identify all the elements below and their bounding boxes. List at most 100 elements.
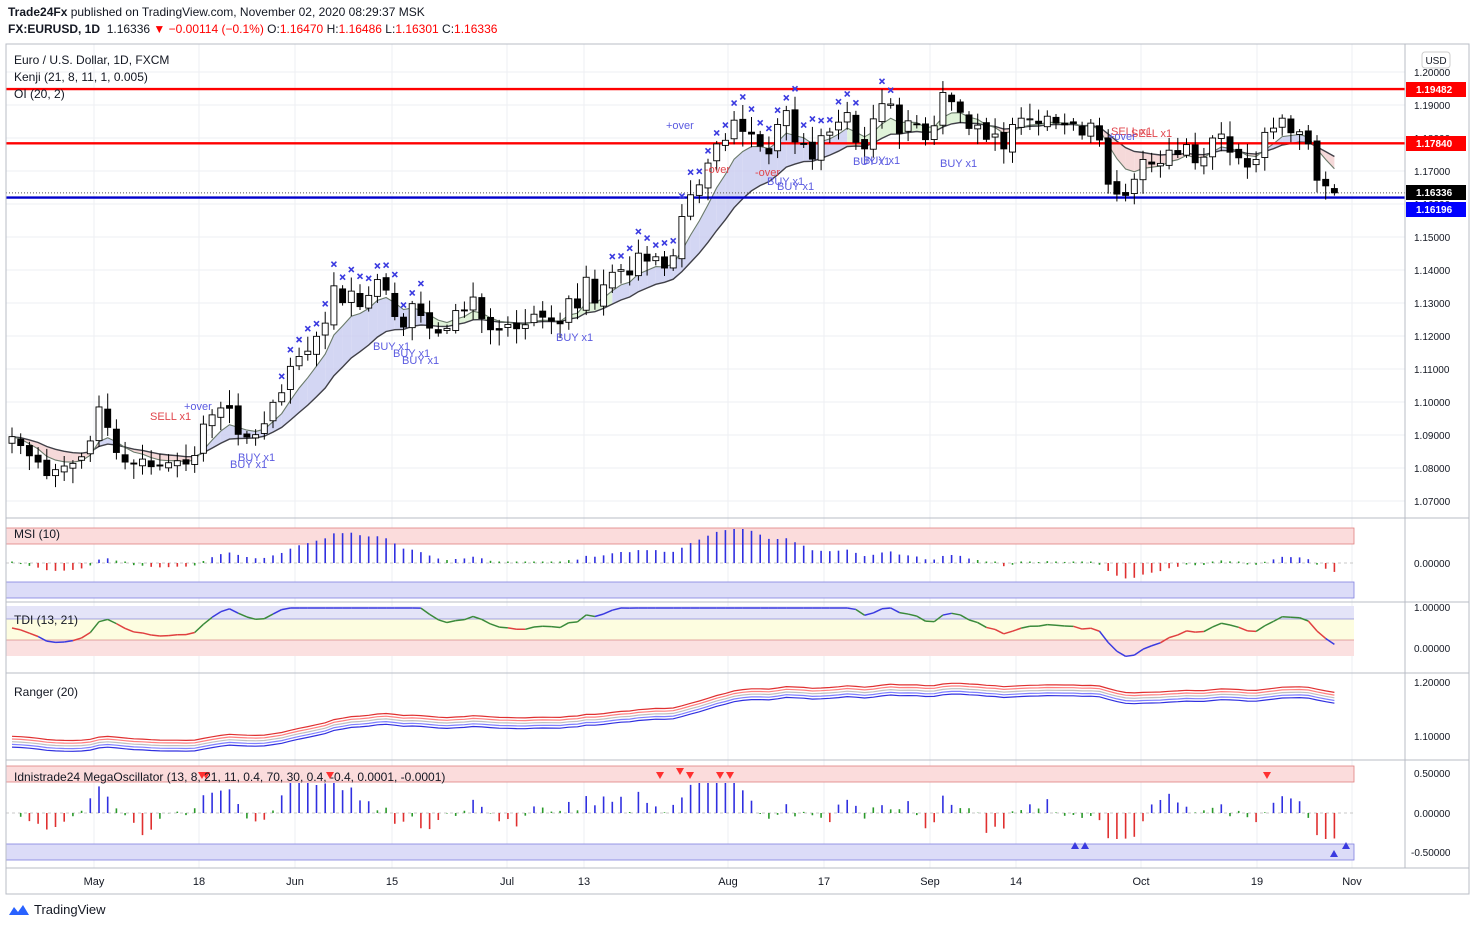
sell-signal-label: SELL x1 (1111, 126, 1152, 138)
bearish-candle (539, 310, 547, 318)
publisher-name: Trade24Fx (8, 5, 68, 19)
kenji-slow-line (11, 121, 1335, 458)
kenji-cloud-segment (1116, 141, 1126, 169)
bullish-candle (304, 350, 312, 355)
kenji-cloud-segment (342, 316, 352, 367)
tdi-line-segment (968, 619, 978, 624)
tdi-line-segment (899, 611, 909, 615)
bullish-candle (869, 118, 877, 150)
bullish-candle (199, 423, 207, 454)
bullish-candle (1217, 133, 1225, 139)
bullish-candle (826, 131, 834, 136)
tdi-line-segment (246, 616, 256, 621)
bullish-candle (1270, 127, 1277, 133)
price-tick: 1.20000 (1414, 68, 1451, 79)
price-tick: 1.15000 (1414, 233, 1451, 244)
price-pane[interactable] (6, 78, 1405, 488)
bullish-candle (373, 279, 381, 297)
buy-signal-label: BUY x1 (556, 332, 593, 344)
price-tick: 1.12000 (1414, 332, 1451, 343)
bearish-candle (391, 292, 399, 317)
bearish-candle (1235, 148, 1243, 159)
msi-title: MSI (10) (14, 527, 60, 541)
kenji-cloud-segment (621, 282, 630, 300)
tdi-line-segment (438, 619, 448, 624)
bearish-candle (34, 454, 42, 463)
bearish-candle (495, 328, 503, 331)
bullish-candle (1130, 178, 1138, 195)
overbought-marker (826, 116, 833, 123)
bullish-candle (1165, 149, 1173, 166)
x-tick: May (84, 876, 105, 888)
tdi-line-segment (1125, 654, 1135, 658)
buy-signal-label: BUY x1 (940, 158, 977, 170)
tdi-line-segment (568, 621, 578, 624)
overbought-marker (783, 94, 790, 101)
bullish-candle (704, 162, 712, 189)
tdi-line-segment (464, 615, 474, 621)
bullish-candle (530, 313, 538, 324)
bullish-candle (60, 465, 68, 473)
overbought-marker (635, 228, 642, 235)
currency-label: USD (1425, 56, 1446, 67)
overbought-marker (383, 262, 390, 269)
bearish-candle (1113, 181, 1121, 195)
tdi-line-segment (951, 612, 961, 616)
price-tick: 1.07000 (1414, 497, 1451, 508)
bearish-candle (765, 148, 773, 155)
tdi-line-segment (855, 608, 866, 616)
tdi-line-segment (446, 619, 456, 624)
bullish-candle (669, 255, 677, 269)
kenji-cloud-segment (629, 273, 639, 297)
tdi-line-segment (1273, 616, 1283, 623)
tdi-line-segment (1307, 620, 1318, 632)
overbought-marker (391, 271, 398, 278)
sell-signal-label: SELL x1 (1131, 128, 1172, 140)
tdi-line-segment (455, 618, 465, 622)
bearish-candle (1035, 120, 1043, 124)
tdi-line-segment (89, 621, 100, 634)
tdi-line-segment (490, 623, 500, 628)
overbought-marker (330, 261, 337, 268)
msi-pane[interactable] (5, 527, 1355, 599)
tdi-line-segment (594, 613, 604, 618)
tdi-line-segment (1055, 624, 1065, 627)
bearish-candle (956, 101, 964, 113)
tdi-line-segment (603, 609, 613, 615)
bearish-candle (739, 118, 747, 132)
tdi-tick: 0.00000 (1414, 644, 1451, 655)
bearish-candle (756, 134, 764, 147)
tdi-line-segment (20, 629, 30, 634)
bearish-candle (808, 141, 816, 160)
tdi-line-segment (1098, 630, 1109, 643)
bearish-candle (948, 94, 956, 103)
tdi-pane[interactable] (6, 606, 1354, 658)
mega-pane[interactable] (5, 765, 1355, 861)
overbought-marker (713, 129, 720, 136)
kenji-cloud-segment (220, 424, 230, 444)
tdi-line-segment (1299, 617, 1309, 622)
kenji-cloud-segment (882, 118, 891, 139)
tdi-line-segment (1021, 625, 1031, 629)
ranger-pane[interactable] (11, 682, 1335, 752)
overbought-marker (696, 168, 703, 175)
overbought-marker (800, 122, 807, 129)
tdi-line-segment (429, 613, 439, 621)
bearish-candle (895, 104, 903, 134)
buy-signal-label: BUY x1 (230, 459, 267, 471)
level-badge (1406, 202, 1466, 217)
kenji-cloud-segment (273, 413, 282, 433)
overbought-marker (356, 273, 364, 280)
level-badge-text: 1.17840 (1416, 139, 1453, 150)
price-change: ▼ −0.00114 (−0.1%) (153, 22, 264, 36)
bullish-candle (295, 356, 303, 367)
bullish-candle (78, 456, 86, 461)
bearish-candle (17, 438, 25, 447)
bearish-candle (556, 320, 564, 325)
bearish-candle (800, 142, 808, 145)
footer: TradingView (8, 902, 106, 917)
currency-box[interactable] (1421, 51, 1451, 69)
bearish-candle (1174, 150, 1182, 155)
bearish-candle (1322, 178, 1330, 187)
